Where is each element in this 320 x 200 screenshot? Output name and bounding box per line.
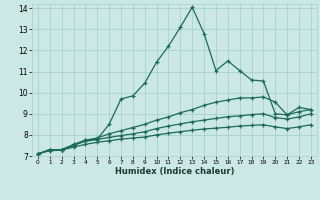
X-axis label: Humidex (Indice chaleur): Humidex (Indice chaleur) xyxy=(115,167,234,176)
